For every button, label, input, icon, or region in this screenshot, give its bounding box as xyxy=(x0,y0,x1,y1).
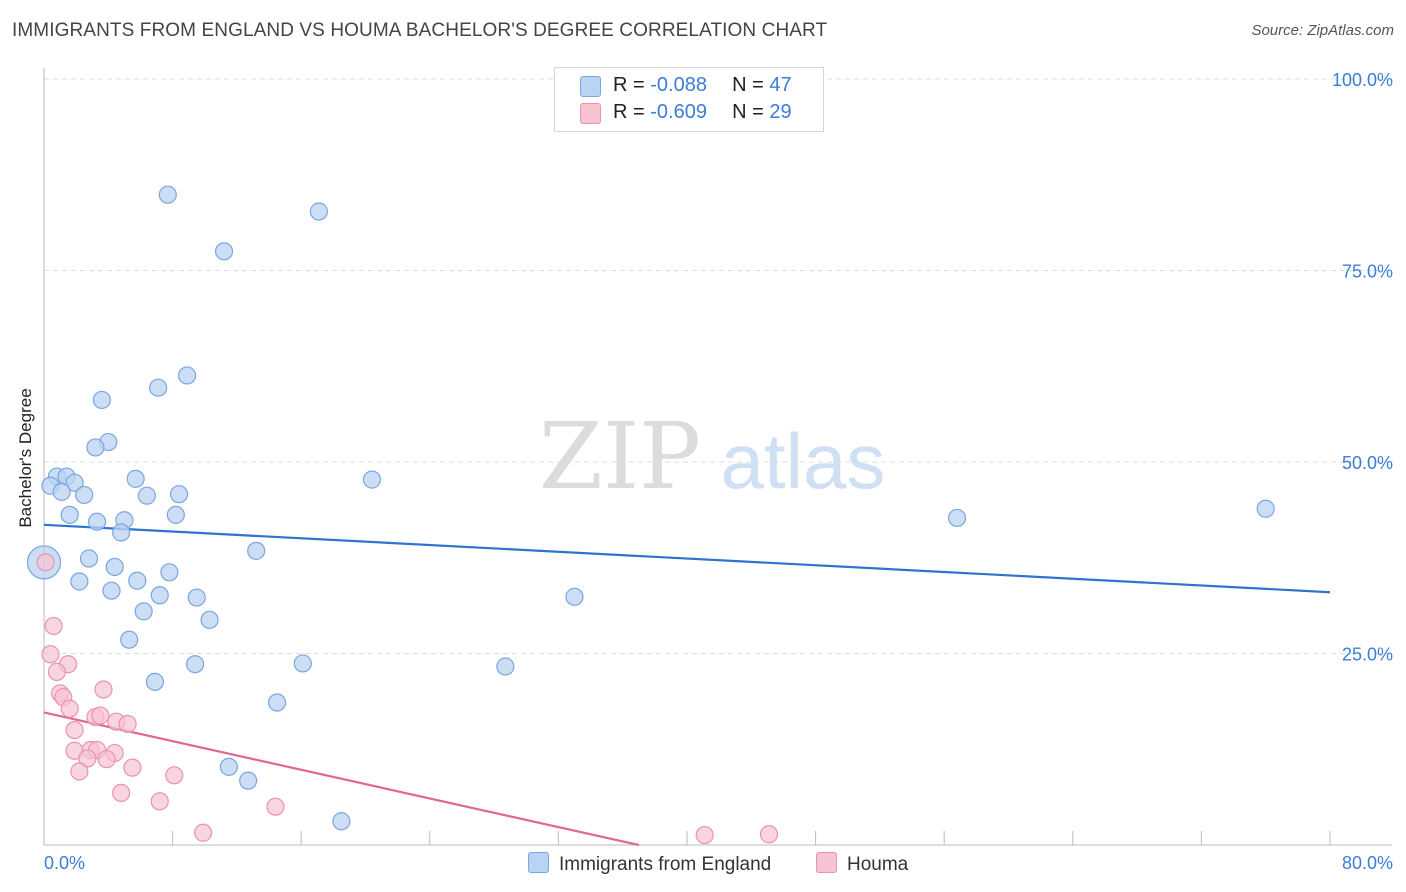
blue-n-label: N = xyxy=(732,74,770,96)
data-point-england xyxy=(86,438,105,457)
data-point-england xyxy=(247,541,266,560)
data-point-england xyxy=(60,505,79,524)
data-point-england xyxy=(160,563,179,582)
legend-item-blue[interactable]: Immigrants from England xyxy=(528,852,771,876)
data-point-england xyxy=(267,693,287,712)
legend-item-pink[interactable]: Houma xyxy=(816,852,908,876)
data-point-england xyxy=(947,508,967,528)
x-tick-label-max: 80.0% xyxy=(1342,853,1393,873)
tick-labels: 25.0% 50.0% 75.0% 100.0% 0.0% 80.0% xyxy=(44,70,1393,873)
data-point-england xyxy=(149,378,168,397)
data-point-england xyxy=(87,512,107,531)
source-label: Source: ZipAtlas.com xyxy=(1251,22,1394,39)
watermark-zip: ZIP xyxy=(539,403,701,510)
legend-blue-label: Immigrants from England xyxy=(559,854,772,875)
data-point-houma xyxy=(118,714,137,734)
legend-blue-swatch-icon xyxy=(528,852,549,873)
data-point-england xyxy=(145,672,165,691)
data-point-england xyxy=(214,242,234,261)
data-point-houma xyxy=(97,750,116,769)
blue-n-value: 47 xyxy=(769,74,792,96)
trend-lines xyxy=(43,523,1331,847)
data-point-england xyxy=(239,771,258,790)
data-point-england xyxy=(186,655,205,674)
data-point-england xyxy=(112,523,131,542)
data-point-england xyxy=(137,486,156,505)
data-points xyxy=(26,185,1275,845)
data-point-england xyxy=(92,390,111,410)
blue-r-label: R = xyxy=(613,74,651,96)
data-point-houma xyxy=(123,758,142,777)
data-point-england xyxy=(166,505,185,524)
data-point-houma xyxy=(41,645,60,664)
data-point-houma xyxy=(150,792,169,811)
data-point-houma xyxy=(65,720,84,740)
data-point-houma xyxy=(60,699,79,718)
data-point-england xyxy=(79,549,99,568)
data-point-england xyxy=(309,202,328,221)
data-point-england xyxy=(65,473,84,492)
pink-r-value: -0.609 xyxy=(650,101,707,123)
data-point-houma xyxy=(47,662,66,681)
data-point-england xyxy=(200,610,219,629)
data-point-england xyxy=(362,470,382,489)
trend-line-houma xyxy=(43,711,640,847)
watermark-atlas: atlas xyxy=(721,417,886,505)
data-point-england xyxy=(120,630,139,649)
data-point-england xyxy=(126,469,145,488)
data-point-england xyxy=(565,587,584,606)
data-point-england xyxy=(219,757,238,776)
data-point-england xyxy=(496,657,515,676)
data-point-england xyxy=(150,586,169,605)
data-point-houma xyxy=(165,766,184,785)
data-point-england xyxy=(169,485,189,504)
legend-pink-swatch-icon xyxy=(816,852,837,873)
data-point-houma xyxy=(112,783,131,803)
data-point-houma xyxy=(266,797,285,816)
data-point-houma xyxy=(194,823,213,842)
chart-title: IMMIGRANTS FROM ENGLAND VS HOUMA BACHELO… xyxy=(12,20,828,41)
data-point-england xyxy=(75,485,94,505)
pink-n-value: 29 xyxy=(769,101,792,123)
blue-r-value: -0.088 xyxy=(650,74,707,96)
pink-r-label: R = xyxy=(613,101,651,123)
axes xyxy=(43,68,1392,846)
x-tick-label-min: 0.0% xyxy=(44,853,85,873)
trend-line-england xyxy=(43,523,1331,594)
stats-box: R = -0.088 N = 47 R = -0.609 N = 29 xyxy=(554,67,824,132)
watermark: ZIP atlas xyxy=(539,403,885,510)
y-tick-label: 25.0% xyxy=(1342,645,1393,665)
data-point-england xyxy=(70,572,89,591)
data-point-england xyxy=(134,602,153,621)
data-point-houma xyxy=(695,825,714,845)
pink-swatch-icon xyxy=(580,103,601,124)
data-point-england xyxy=(187,588,206,607)
data-point-england xyxy=(102,581,121,600)
data-point-england xyxy=(332,812,351,831)
data-point-england xyxy=(52,482,71,501)
y-tick-label: 100.0% xyxy=(1332,70,1393,90)
legend-pink-label: Houma xyxy=(847,854,909,875)
y-tick-label: 50.0% xyxy=(1342,453,1393,473)
data-point-houma xyxy=(70,762,89,781)
data-point-england xyxy=(105,557,124,577)
data-point-england xyxy=(177,366,197,385)
data-point-houma xyxy=(91,706,110,725)
data-point-houma xyxy=(44,616,63,636)
y-tick-label: 75.0% xyxy=(1342,262,1393,282)
data-point-england xyxy=(128,571,147,590)
gridlines xyxy=(44,78,1392,654)
data-point-england xyxy=(158,185,177,204)
pink-n-label: N = xyxy=(732,101,770,123)
data-point-houma xyxy=(94,680,113,699)
data-point-houma xyxy=(78,749,97,768)
data-point-england xyxy=(1256,499,1275,518)
data-point-england xyxy=(293,654,312,673)
data-point-houma xyxy=(759,825,779,844)
blue-swatch-icon xyxy=(580,76,601,97)
data-point-houma xyxy=(36,553,55,572)
